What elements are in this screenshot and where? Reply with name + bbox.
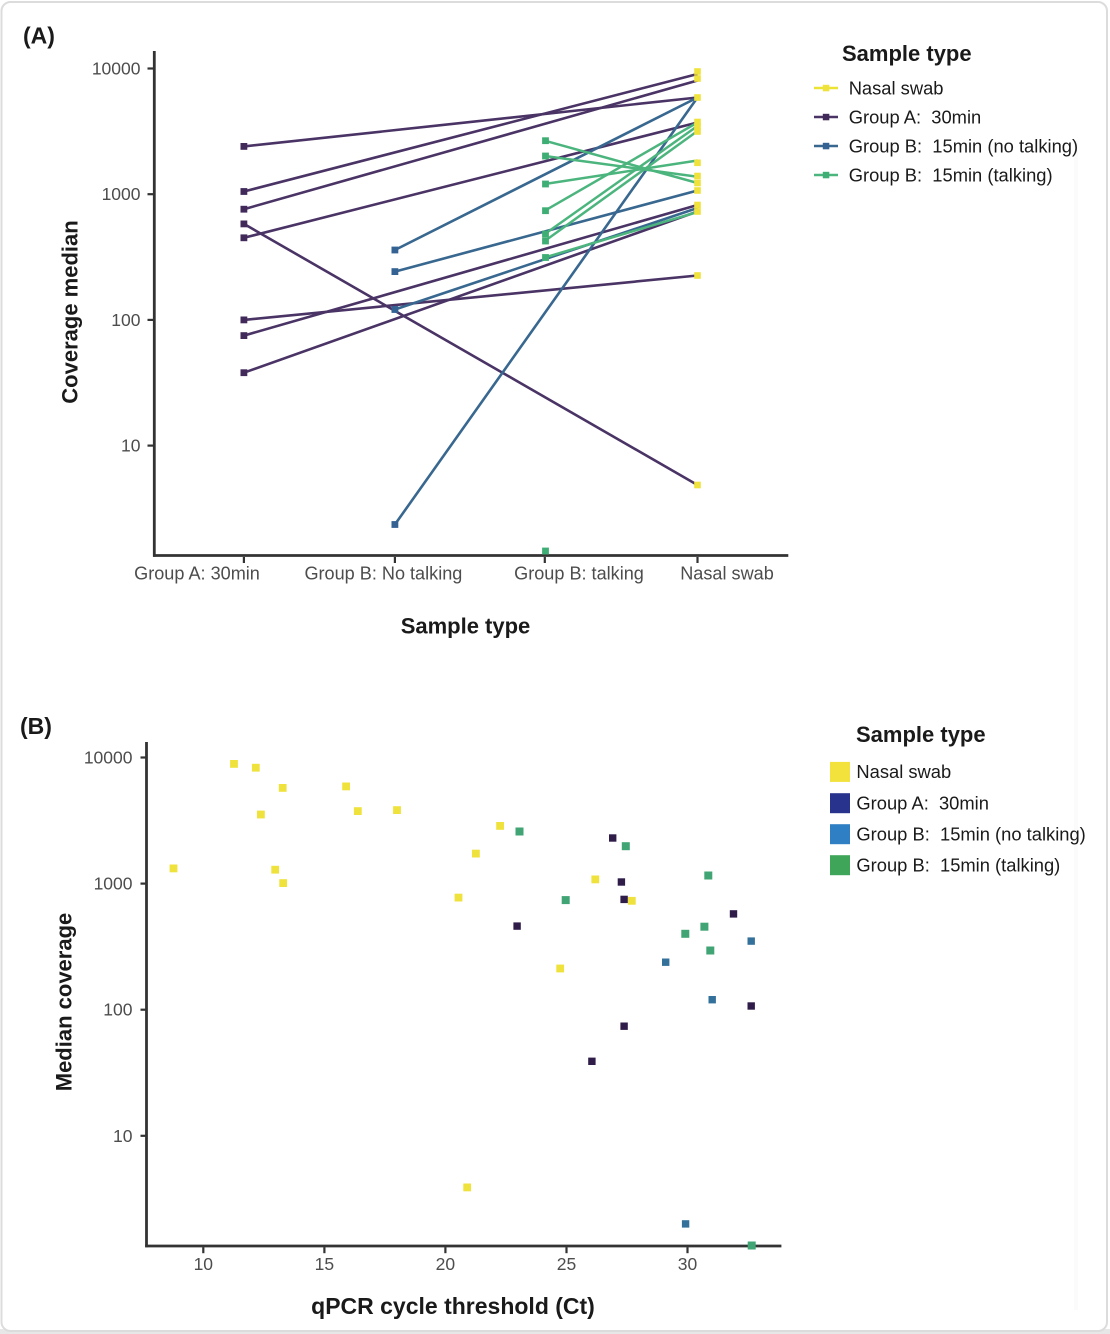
svg-text:Group A: 30min: Group A: 30min: [849, 106, 982, 127]
svg-text:Group A: 30min: Group A: 30min: [856, 793, 989, 814]
svg-text:Coverage median: Coverage median: [58, 220, 83, 403]
svg-text:qPCR cycle threshold (Ct): qPCR cycle threshold (Ct): [311, 1293, 595, 1319]
svg-text:Group B: 15min (talking): Group B: 15min (talking): [856, 855, 1060, 876]
svg-text:Sample type: Sample type: [842, 41, 972, 66]
svg-text:Group A: 30min: Group A: 30min: [134, 564, 260, 584]
svg-text:Group B: 15min (no talking): Group B: 15min (no talking): [856, 824, 1085, 845]
svg-text:10000: 10000: [92, 59, 141, 79]
svg-text:20: 20: [436, 1254, 456, 1274]
svg-text:10000: 10000: [84, 748, 133, 768]
svg-text:1000: 1000: [102, 184, 141, 204]
svg-text:10: 10: [113, 1126, 133, 1146]
svg-text:Nasal swab: Nasal swab: [856, 761, 951, 782]
svg-text:Sample type: Sample type: [401, 614, 531, 639]
svg-text:10: 10: [194, 1254, 214, 1274]
svg-text:15: 15: [315, 1254, 334, 1274]
svg-text:Group B: 15min (no talking): Group B: 15min (no talking): [849, 135, 1078, 156]
svg-text:Sample type: Sample type: [856, 722, 986, 747]
svg-text:10: 10: [121, 436, 141, 456]
svg-text:25: 25: [557, 1254, 576, 1274]
svg-text:1000: 1000: [94, 874, 133, 894]
svg-text:Nasal swab: Nasal swab: [849, 77, 944, 98]
svg-text:(A): (A): [23, 23, 55, 49]
svg-text:Group B: No talking: Group B: No talking: [304, 564, 462, 584]
svg-text:(B): (B): [20, 713, 52, 739]
svg-text:Nasal swab: Nasal swab: [680, 564, 774, 584]
svg-text:Group B: talking: Group B: talking: [514, 564, 644, 584]
svg-text:100: 100: [111, 310, 140, 330]
svg-text:Median coverage: Median coverage: [52, 913, 77, 1092]
svg-text:30: 30: [678, 1254, 698, 1274]
svg-text:100: 100: [103, 1000, 132, 1020]
svg-text:Group B: 15min (talking): Group B: 15min (talking): [849, 164, 1053, 185]
